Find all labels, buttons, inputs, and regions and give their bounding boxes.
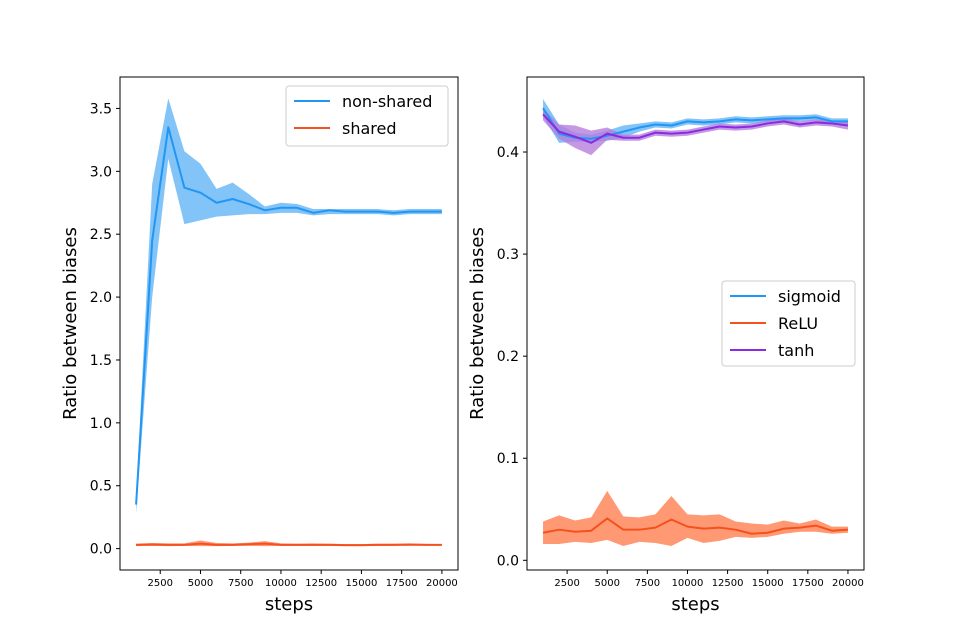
legend-label: non-shared bbox=[342, 92, 432, 111]
band-relu bbox=[543, 490, 848, 547]
legend: non-shared shared bbox=[285, 85, 449, 147]
y-axis-label: Ratio between biases bbox=[467, 227, 488, 420]
y-tick-label: 0.3 bbox=[497, 247, 519, 263]
x-tick-label: 12500 bbox=[712, 578, 744, 589]
x-tick-label: 2500 bbox=[554, 578, 579, 589]
line-non-shared bbox=[135, 126, 442, 505]
x-tick-label: 5000 bbox=[188, 578, 213, 589]
y-axis-label: Ratio between biases bbox=[60, 227, 81, 420]
x-tick-label: 10000 bbox=[672, 578, 704, 589]
plot-frame bbox=[526, 76, 865, 571]
y-tick-label: 2.0 bbox=[90, 290, 112, 306]
legend: sigmoid ReLU tanh bbox=[721, 280, 856, 367]
y-tick-label: 0.0 bbox=[497, 553, 519, 569]
x-tick-label: 7500 bbox=[228, 578, 253, 589]
x-tick-label: 2500 bbox=[148, 578, 173, 589]
x-tick-label: 5000 bbox=[595, 578, 620, 589]
line-relu bbox=[542, 517, 849, 535]
y-tick-label: 1.5 bbox=[90, 353, 112, 369]
y-tick-label: 3.0 bbox=[90, 164, 112, 180]
y-tick-label: 0.1 bbox=[497, 451, 519, 467]
line-sigmoid bbox=[542, 107, 848, 140]
x-tick-label: 15000 bbox=[752, 578, 784, 589]
y-tick-label: 0.0 bbox=[90, 542, 112, 558]
legend-label: tanh bbox=[778, 341, 814, 360]
x-tick-label: 20000 bbox=[426, 578, 458, 589]
x-tick-label: 12500 bbox=[305, 578, 337, 589]
x-tick-label: 20000 bbox=[832, 578, 864, 589]
legend-label: shared bbox=[342, 119, 397, 138]
x-tick-label: 17500 bbox=[386, 578, 418, 589]
legend-label: ReLU bbox=[778, 314, 818, 333]
x-tick-label: 10000 bbox=[265, 578, 297, 589]
legend-box bbox=[721, 280, 856, 367]
y-tick-label: 1.0 bbox=[90, 416, 112, 432]
x-tick-label: 7500 bbox=[635, 578, 660, 589]
y-tick-label: 0.2 bbox=[497, 349, 519, 365]
y-tick-label: 3.5 bbox=[90, 101, 112, 117]
y-tick-label: 0.4 bbox=[497, 145, 519, 161]
x-tick-label: 15000 bbox=[346, 578, 378, 589]
line-tanh bbox=[542, 113, 849, 144]
y-tick-label: 0.5 bbox=[90, 479, 112, 495]
plot-frame bbox=[119, 76, 459, 571]
left-chart-panel: 2500 5000 7500 10000 12500 15000 17500 20000 0.0… bbox=[60, 76, 459, 615]
legend-label: sigmoid bbox=[778, 287, 841, 306]
band-non-shared bbox=[136, 98, 442, 514]
y-tick-label: 2.5 bbox=[90, 227, 112, 243]
x-axis-label: steps bbox=[671, 594, 719, 615]
line-shared bbox=[136, 542, 442, 547]
right-chart-panel: 2500 5000 7500 10000 12500 15000 17500 20000 0.0… bbox=[467, 76, 865, 615]
x-tick-label: 17500 bbox=[792, 578, 824, 589]
x-axis-label: steps bbox=[265, 594, 313, 615]
